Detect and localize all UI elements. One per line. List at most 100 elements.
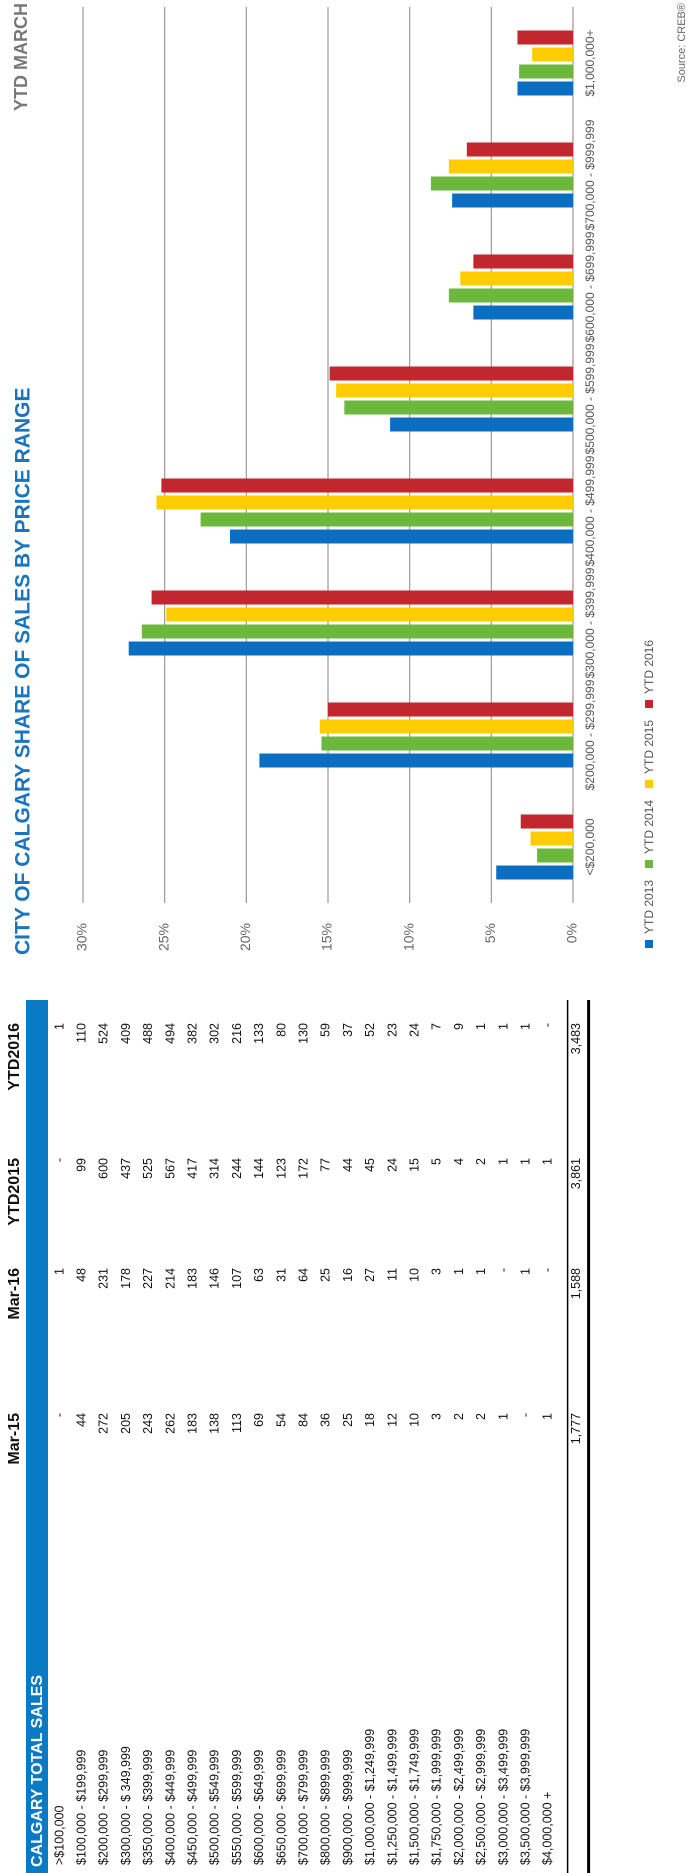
cell: 25 [319, 1268, 333, 1282]
cell: 1 [518, 1023, 532, 1030]
cell: 1 [518, 1158, 532, 1165]
chart-subtitle: YTD MARCH [11, 3, 31, 111]
chart-title: CITY OF CALGARY SHARE OF SALES BY PRICE … [12, 388, 35, 955]
cell: 24 [407, 1023, 421, 1037]
row-label: $700,000 - $799,999 [296, 1750, 310, 1865]
cell: 172 [296, 1158, 310, 1179]
cell: 15 [407, 1158, 421, 1172]
row-label: $4,000,000 + [541, 1792, 555, 1865]
total-cell: 1,777 [569, 1413, 583, 1444]
cell: 99 [74, 1158, 88, 1172]
cell: 107 [230, 1268, 244, 1289]
cell: 10 [407, 1268, 421, 1282]
y-tick-label: 5% [482, 923, 498, 943]
cell: 45 [363, 1158, 377, 1172]
cell: 2 [474, 1158, 488, 1165]
x-tick-label: <$200,000 [583, 818, 597, 876]
legend-swatch [645, 780, 653, 788]
cell: 437 [119, 1158, 133, 1179]
bar [166, 607, 574, 622]
cell: 524 [97, 1023, 111, 1044]
cell: 2 [452, 1413, 466, 1420]
column-header: Mar-16 [6, 1268, 23, 1320]
bar [466, 142, 574, 157]
source: Source: CREB® [676, 3, 688, 83]
cell: 138 [208, 1413, 222, 1434]
row-label: $1,250,000 - $1,499,999 [385, 1729, 399, 1865]
bar [452, 193, 573, 208]
cell: 216 [230, 1023, 244, 1044]
x-tick-label: $200,000 - $299,999 [583, 679, 597, 791]
legend-label: YTD 2016 [642, 640, 656, 694]
table-title: CALGARY TOTAL SALES [29, 1675, 46, 1867]
cell: 1 [496, 1023, 510, 1030]
cell: 123 [274, 1158, 288, 1179]
x-tick-label: $700,000 - $999,999 [583, 119, 597, 231]
row-label: $1,000,000 - $1,249,999 [363, 1729, 377, 1865]
row-label: $350,000 - $399,999 [141, 1750, 155, 1865]
cell: 10 [407, 1413, 421, 1427]
bar [259, 753, 573, 768]
cell: - [541, 1023, 555, 1027]
row-label: $600,000 - $649,999 [252, 1750, 266, 1865]
cell: 59 [319, 1023, 333, 1037]
cell: 178 [119, 1268, 133, 1289]
bar [530, 831, 573, 846]
cell: 1 [52, 1268, 66, 1275]
cell: 63 [252, 1268, 266, 1282]
bar [473, 254, 573, 269]
cell: 227 [141, 1268, 155, 1289]
cell: 23 [385, 1023, 399, 1037]
cell: 11 [385, 1268, 399, 1281]
cell: 314 [208, 1158, 222, 1179]
column-header: Mar-15 [6, 1413, 23, 1465]
column-header: YTD2015 [6, 1158, 23, 1226]
cell: 1 [496, 1413, 510, 1420]
y-tick-label: 25% [155, 923, 171, 951]
bar [517, 30, 574, 45]
cell: 183 [185, 1413, 199, 1434]
row-label: $1,500,000 - $1,749,999 [407, 1729, 421, 1865]
bar [520, 814, 574, 829]
cell: 18 [363, 1413, 377, 1427]
cell: - [496, 1268, 510, 1272]
cell: 600 [97, 1158, 111, 1179]
cell: 183 [185, 1268, 199, 1289]
cell: 36 [319, 1413, 333, 1427]
row-label: $500,000 - $549,999 [208, 1750, 222, 1865]
bar [430, 176, 573, 191]
cell: 567 [163, 1158, 177, 1179]
bar [321, 736, 574, 751]
bar [230, 529, 573, 544]
total-cell: 1,588 [569, 1268, 583, 1299]
cell: 1 [541, 1158, 555, 1165]
cell: 27 [363, 1268, 377, 1282]
bar [329, 366, 573, 381]
cell: 24 [385, 1158, 399, 1172]
cell: 12 [385, 1413, 399, 1427]
legend-label: YTD 2015 [642, 720, 656, 774]
cell: 110 [74, 1023, 88, 1043]
cell: 1 [452, 1268, 466, 1275]
cell: 7 [430, 1023, 444, 1030]
cell: 272 [97, 1413, 111, 1434]
bar [319, 719, 574, 734]
cell: 84 [296, 1413, 310, 1427]
bar [200, 512, 573, 527]
row-label: $3,000,000 - $3,499,999 [496, 1729, 510, 1865]
cell: 417 [185, 1158, 199, 1179]
cell: 205 [119, 1413, 133, 1434]
row-label: $400,000 - $449,999 [163, 1750, 177, 1865]
cell: 2 [474, 1413, 488, 1420]
cell: 243 [141, 1413, 155, 1434]
cell: 494 [163, 1023, 177, 1044]
cell: 54 [274, 1413, 288, 1427]
total-cell: 3,483 [569, 1023, 583, 1054]
bar [532, 47, 574, 62]
legend-swatch [645, 940, 653, 948]
bar [473, 305, 573, 320]
legend-swatch [645, 700, 653, 708]
row-label: $1,750,000 - $1,999,999 [430, 1729, 444, 1865]
